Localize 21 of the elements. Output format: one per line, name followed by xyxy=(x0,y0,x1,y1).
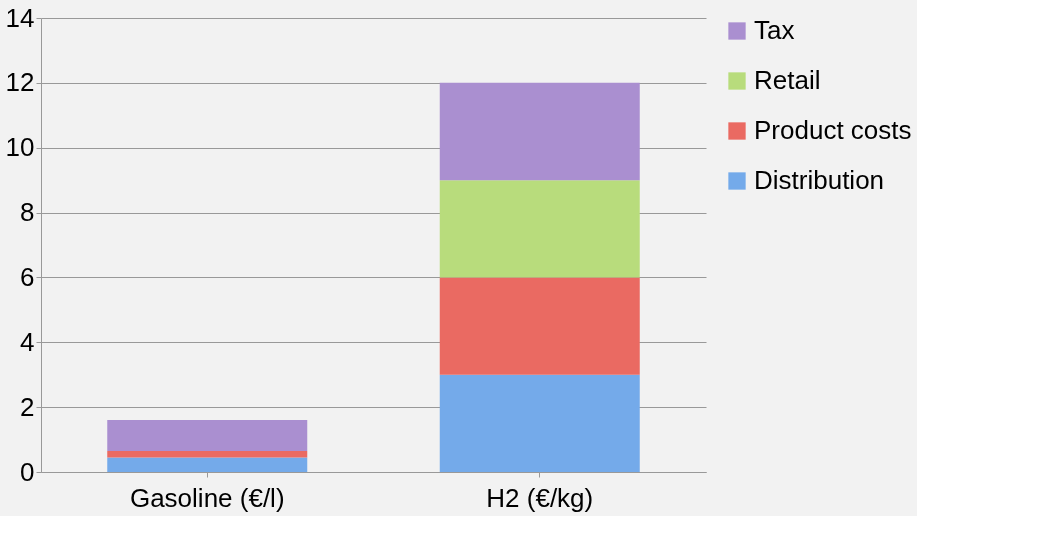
x-tick-label: Gasoline (€/l) xyxy=(129,482,285,513)
bar xyxy=(439,180,640,278)
x-tick-label: H2 (€/kg) xyxy=(486,482,594,513)
y-tick-label: 14 xyxy=(5,2,35,33)
bar xyxy=(107,420,308,451)
bar xyxy=(439,374,640,472)
bar xyxy=(439,82,640,181)
y-tick-label: 12 xyxy=(5,67,35,98)
bar xyxy=(107,457,308,472)
bar xyxy=(439,277,640,375)
legend-label: Product costs xyxy=(754,115,912,145)
legend-label: Retail xyxy=(754,65,821,95)
y-tick-label: 8 xyxy=(20,197,35,228)
y-tick-label: 2 xyxy=(20,391,35,422)
legend-label: Distribution xyxy=(754,165,885,195)
y-tick-label: 0 xyxy=(20,456,35,487)
bar xyxy=(107,450,308,458)
legend-label: Tax xyxy=(754,15,795,45)
y-tick-label: 4 xyxy=(20,326,35,357)
y-tick-label: 6 xyxy=(20,261,35,292)
y-tick-label: 10 xyxy=(5,132,35,163)
